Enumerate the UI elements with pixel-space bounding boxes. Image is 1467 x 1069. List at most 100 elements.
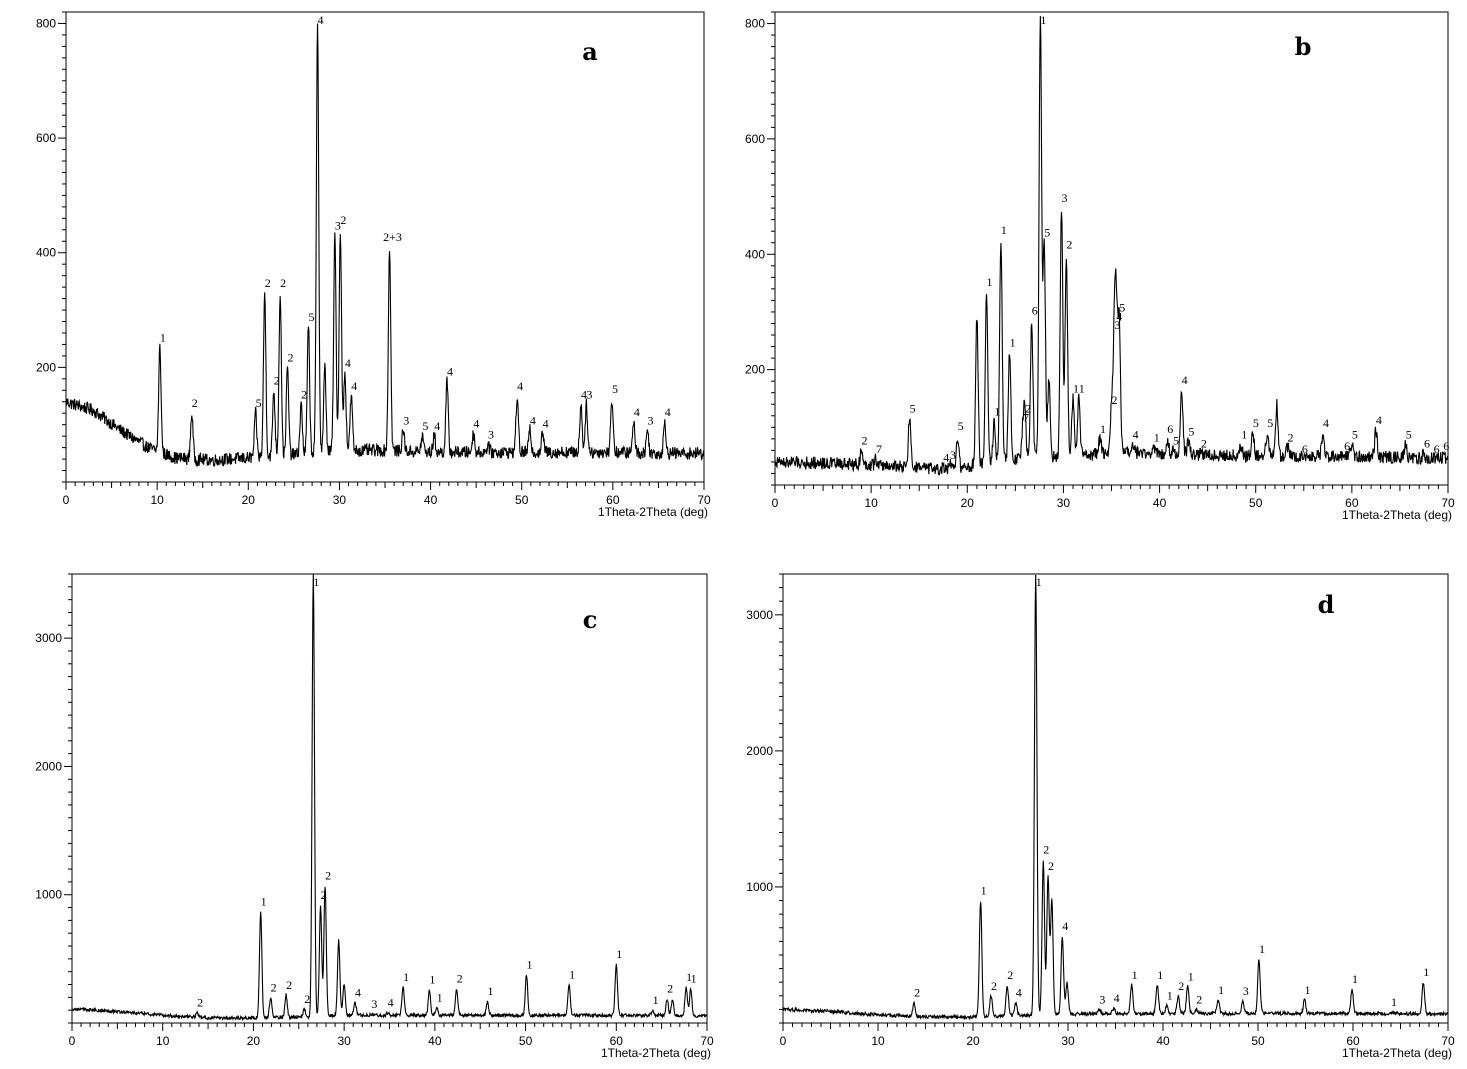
peak-label: 2	[1066, 237, 1072, 251]
peak-label: 1	[1218, 983, 1224, 997]
peak-label: 2	[1043, 843, 1049, 857]
y-tick-label: 2000	[746, 744, 773, 758]
peak-label: 2	[1112, 393, 1118, 407]
peak-label: 2	[265, 276, 271, 290]
peak-label: 1	[569, 968, 575, 982]
peak-label: 3	[371, 997, 377, 1011]
peak-label: 3	[950, 448, 956, 462]
peak-label: 2	[1201, 436, 1207, 450]
diffraction-pattern-line	[782, 574, 1449, 1021]
x-tick-label: 40	[1156, 1034, 1170, 1048]
y-tick-label: 400	[745, 247, 765, 261]
peak-label: 6	[1032, 304, 1038, 318]
panel-letter: c	[583, 605, 598, 634]
peak-label: 5	[910, 402, 916, 416]
y-tick-label: 3000	[746, 608, 773, 622]
y-tick-label: 1000	[35, 888, 62, 902]
peak-label: 5	[1267, 416, 1273, 430]
peak-label: 6	[1167, 422, 1173, 436]
peak-label: 4	[388, 996, 394, 1010]
peak-label: 1	[313, 575, 319, 589]
x-tick-label: 20	[247, 1034, 261, 1048]
y-tick-label: 200	[745, 363, 765, 377]
y-tick-label: 2000	[35, 759, 62, 773]
x-axis-label: 1Theta-2Theta (deg)	[598, 505, 708, 519]
peak-label: 1	[1040, 13, 1046, 27]
peak-label: 2	[1178, 979, 1184, 993]
peak-label: 4	[543, 416, 549, 430]
x-tick-label: 0	[69, 1034, 76, 1048]
diffraction-pattern-line	[71, 573, 708, 1022]
peak-label: 3	[403, 413, 409, 427]
peak-label: 2	[914, 986, 920, 1000]
x-tick-label: 50	[1251, 1034, 1265, 1048]
plot-frame	[774, 11, 1449, 486]
peak-label: 6	[1344, 439, 1350, 453]
peak-label: 4	[318, 13, 324, 27]
peak-label: 7	[876, 442, 882, 456]
peak-label: 2	[301, 388, 307, 402]
peak-label: 4	[1016, 986, 1022, 1000]
peak-label: 1	[686, 970, 692, 984]
peak-label: 5	[1253, 416, 1259, 430]
panel-b: 0 10 20 30 40 50 60 70 200 400 600 800 1Theta-2Theta…	[745, 11, 1455, 522]
peak-label: 1	[981, 884, 987, 898]
peak-label: 2	[340, 213, 346, 227]
peak-label: 1	[403, 970, 409, 984]
peak-label: 2	[1287, 431, 1293, 445]
peak-label: 2	[1025, 402, 1031, 416]
x-tick-label: 40	[1153, 496, 1167, 510]
peak-label: 1	[437, 991, 443, 1005]
peak-label: 1	[1167, 988, 1173, 1002]
x-tick-label: 10	[871, 1034, 885, 1048]
panel-letter: d	[1318, 590, 1335, 619]
peak-label: 1	[1154, 431, 1160, 445]
x-axis-label: 1Theta-2Theta (deg)	[1342, 508, 1452, 522]
peak-label: 2	[192, 396, 198, 410]
peak-label: 5	[612, 382, 618, 396]
peak-label: 2	[1007, 968, 1013, 982]
x-tick-label: 40	[424, 493, 438, 507]
x-tick-label: 50	[515, 493, 529, 507]
x-tick-label: 30	[333, 493, 347, 507]
peak-label: 4	[473, 416, 479, 430]
y-tick-label: 400	[36, 246, 56, 260]
x-tick-label: 20	[961, 496, 975, 510]
x-tick-label: 70	[700, 1034, 714, 1048]
diffraction-pattern-line	[774, 15, 1449, 476]
peak-label: 3	[335, 219, 341, 233]
diffraction-pattern-line	[65, 23, 705, 468]
panel-a: 0 10 20 30 40 50 60 70 200 400 600 800 1Theta-2Theta…	[36, 11, 711, 519]
peak-label: 2	[286, 978, 292, 992]
peak-label: 4	[517, 379, 523, 393]
x-tick-label: 30	[1061, 1034, 1075, 1048]
peak-label: 4	[1182, 373, 1188, 387]
x-tick-label: 60	[1345, 496, 1359, 510]
peak-label: 1	[487, 984, 493, 998]
peak-label: 4	[345, 356, 351, 370]
peak-label: 3	[1243, 984, 1249, 998]
peak-label: 5	[1406, 428, 1412, 442]
panel-letter: a	[582, 37, 598, 66]
x-tick-label: 10	[864, 496, 878, 510]
peak-label: 6	[1424, 436, 1430, 450]
peak-label: 3	[1062, 191, 1068, 205]
y-tick-label: 200	[36, 360, 56, 374]
x-tick-label: 70	[1441, 1034, 1455, 1048]
peak-label: 1	[1079, 381, 1085, 395]
x-tick-label: 50	[1249, 496, 1263, 510]
peak-label: 2	[304, 992, 310, 1006]
plot-frame	[782, 573, 1449, 1024]
peak-label: 1	[1305, 983, 1311, 997]
peak-label: 4	[1323, 416, 1329, 430]
y-tick-label: 1000	[746, 880, 773, 894]
peak-label: 2	[280, 276, 286, 290]
x-axis-label: 1Theta-2Theta (deg)	[1342, 1046, 1452, 1060]
peak-label: 1	[1188, 969, 1194, 983]
peak-label: 4	[943, 451, 949, 465]
x-tick-label: 30	[337, 1034, 351, 1048]
peak-label: 4	[355, 985, 361, 999]
peak-label: 7	[1023, 410, 1029, 424]
x-axis-label: 1Theta-2Theta (deg)	[601, 1046, 711, 1060]
